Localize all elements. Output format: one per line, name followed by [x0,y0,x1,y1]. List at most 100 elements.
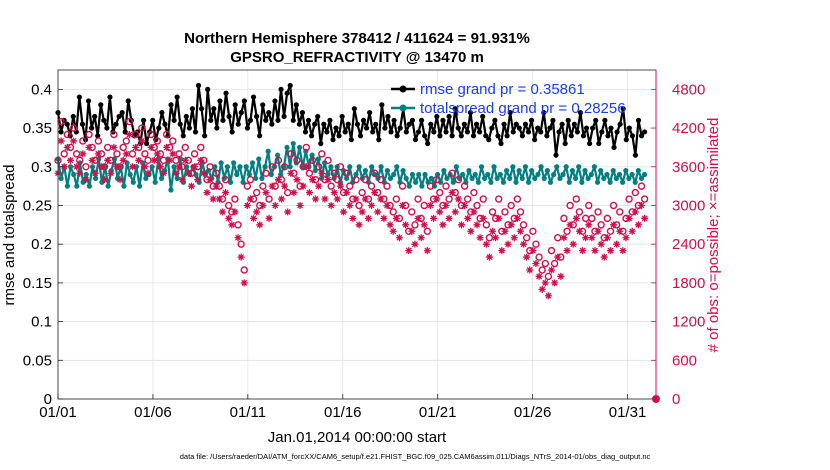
data-point [632,152,639,158]
obs-assimilated-point [392,214,400,222]
data-point [250,94,257,100]
obs-possible-point [463,195,472,203]
data-point [406,183,412,189]
obs-assimilated-point [184,169,192,177]
data-point [104,125,110,131]
obs-assimilated-point [181,156,189,164]
obs-assimilated-point [346,201,354,209]
obs-possible-point [333,175,342,184]
data-point [607,179,613,185]
obs-possible-point [550,259,559,268]
obs-assimilated-point [57,137,65,145]
data-point [513,179,519,185]
data-point [278,86,284,92]
y2-tick-label: 3600 [672,159,705,176]
data-point [125,98,131,104]
data-point [614,129,620,135]
data-point [387,175,394,181]
y2-tick-label: 600 [672,352,697,369]
obs-assimilated-point [389,227,397,235]
data-point [473,121,480,127]
data-point [238,109,244,116]
data-point [127,171,133,178]
data-point [572,175,579,181]
data-point [611,144,617,151]
obs-assimilated-point [377,195,385,203]
obs-possible-point [482,221,491,229]
data-point [516,168,522,174]
obs-possible-point [72,150,81,158]
y-tick-label: 0.2 [31,236,52,253]
obs-assimilated-point [60,163,68,171]
data-point [453,164,459,170]
y-tick-label: 0.4 [31,81,52,98]
data-point [275,117,281,123]
obs-assimilated-point [271,201,279,209]
legend-marker-spread [399,104,407,112]
data-point [158,175,165,181]
obs-possible-point [616,208,624,216]
obs-possible-point [82,163,90,171]
y-tick-label: 0.25 [23,197,52,214]
obs-assimilated-point [240,279,248,287]
data-point [547,125,553,131]
obs-possible-point [389,208,397,216]
data-point [470,133,477,139]
obs-assimilated-point [485,253,493,261]
data-point [226,113,232,120]
obs-assimilated-point [560,234,568,242]
data-point [71,171,77,178]
data-point [85,98,92,104]
data-point [452,106,458,112]
data-point [385,113,391,120]
obs-possible-point [495,195,503,203]
obs-possible-point [460,182,469,190]
data-point [162,121,168,127]
data-point [495,133,501,139]
data-point [143,175,149,181]
obs-assimilated-point [63,143,71,151]
obs-possible-point [361,175,369,184]
data-point [554,164,560,170]
obs-assimilated-point [367,201,375,209]
obs-assimilated-point [399,201,407,209]
x-tick-label: 01/06 [134,404,172,421]
data-point [488,179,494,185]
data-point [327,117,333,123]
data-point [202,133,208,139]
obs-assimilated-point [284,208,292,216]
data-point [345,121,351,127]
data-point [95,133,101,139]
obs-possible-point [547,246,556,255]
obs-assimilated-point [246,195,254,203]
obs-assimilated-point [309,176,317,184]
obs-assimilated-point [501,227,509,235]
obs-assimilated-point [641,214,649,222]
data-point [122,129,128,135]
data-point [284,144,290,151]
y2-tick-label: 1800 [672,275,705,292]
obs-possible-point [302,143,311,152]
obs-possible-point [268,163,276,171]
data-point [500,179,507,185]
obs-assimilated-point [625,214,633,222]
data-point [379,102,385,108]
data-point [620,179,626,185]
data-point [189,106,196,112]
data-point [544,133,550,139]
data-point [347,164,353,170]
obs-possible-point [367,182,376,190]
obs-assimilated-point [315,182,323,190]
obs-possible-point [625,195,633,203]
data-point [217,98,223,104]
data-point [339,113,345,120]
data-point [168,187,174,193]
obs-assimilated-point [250,214,258,222]
data-point [629,133,635,139]
obs-possible-point [581,214,590,223]
data-point [409,117,416,123]
obs-assimilated-point [333,195,341,203]
obs-possible-point [162,130,171,139]
data-point [232,102,238,108]
data-point [244,125,251,131]
